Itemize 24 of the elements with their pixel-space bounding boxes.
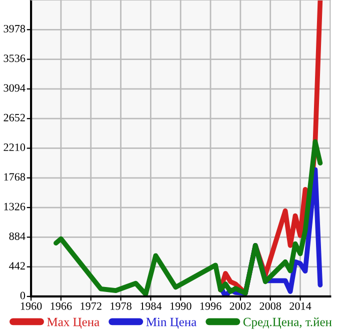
y-tick-label: 2210 [4,144,26,152]
y-tick-label: 3978 [4,24,26,32]
legend-label: Max Цена [47,318,100,329]
y-tick-label: 884 [9,232,26,240]
x-tick-label: 1984 [140,302,162,310]
x-tick-label: 1972 [80,302,102,310]
y-tick-label: 3094 [4,84,26,92]
x-tick-label: 1978 [110,302,132,310]
y-tick-label: 2652 [4,114,25,122]
x-tick-label: 1990 [170,302,192,310]
x-tick-label: 1996 [200,302,222,310]
y-tick-label: 1768 [4,173,26,181]
x-tick-label: 2002 [230,302,251,310]
y-tick-label: 442 [9,262,25,270]
y-tick-label: 0 [20,292,26,300]
x-tick-label: 2008 [260,302,282,310]
legend-label: Min Цена [146,318,196,329]
y-tick-label: 3536 [4,54,26,62]
legend-label: Сред.Цена, т.йен [243,318,332,329]
y-tick-label: 1326 [4,202,26,210]
x-tick-label: 1966 [50,302,72,310]
line-series [54,139,323,296]
x-tick-label: 2014 [290,302,312,310]
x-tick-label: 1960 [20,302,42,310]
